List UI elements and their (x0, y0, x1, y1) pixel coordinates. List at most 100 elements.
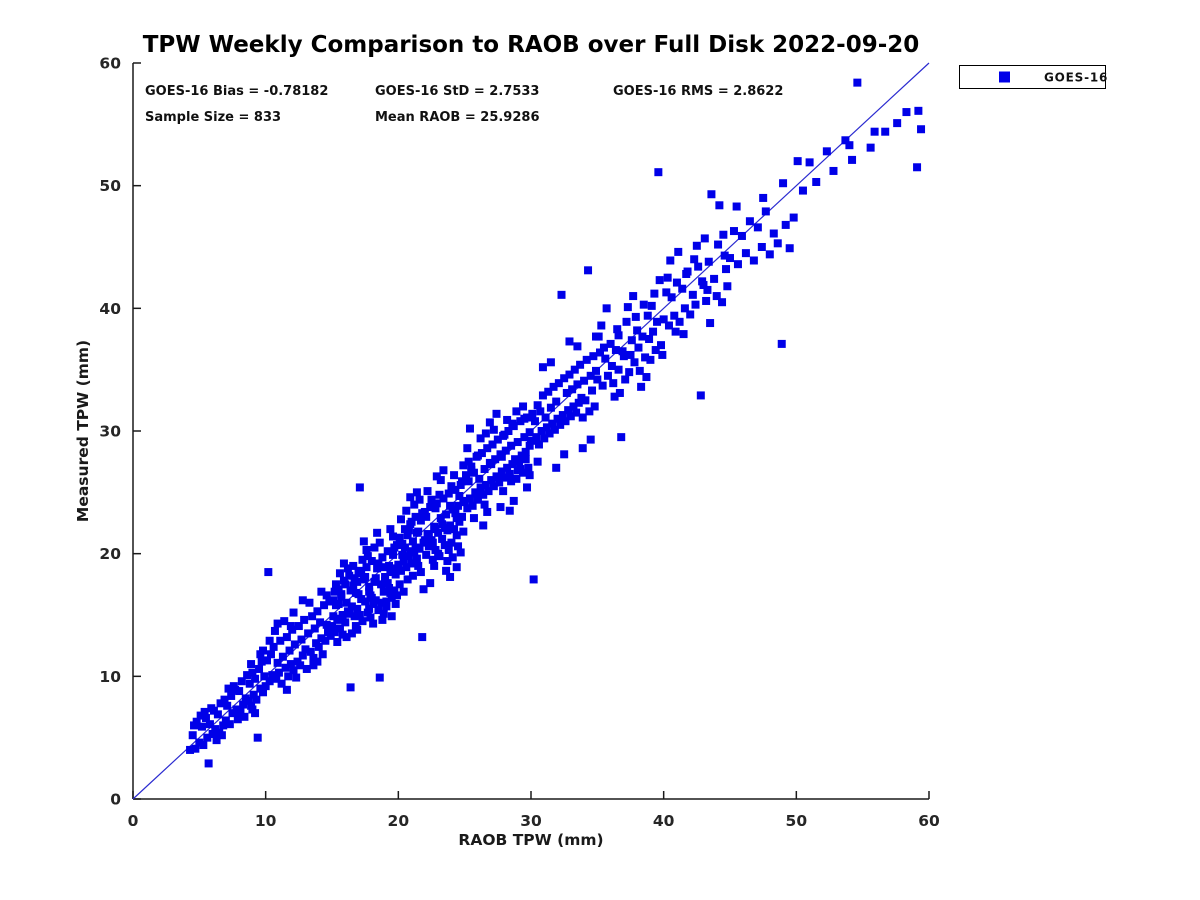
scatter-point (496, 503, 505, 512)
scatter-point (686, 310, 695, 319)
scatter-point (402, 563, 411, 572)
scatter-point (345, 571, 354, 580)
scatter-point (554, 379, 563, 388)
scatter-point (273, 658, 282, 667)
scatter-point (443, 557, 452, 566)
scatter-point (749, 256, 758, 265)
scatter-point (773, 239, 782, 248)
scatter-point (557, 290, 566, 299)
scatter-point (538, 363, 547, 372)
scatter-point (829, 166, 838, 175)
scatter-point (428, 538, 437, 547)
scatter-point (333, 637, 342, 646)
scatter-point (434, 549, 443, 558)
scatter-point (422, 512, 431, 521)
scatter-point (375, 538, 384, 547)
scatter-point (520, 414, 529, 423)
scatter-point (593, 375, 602, 384)
scatter-point (320, 601, 329, 610)
scatter-point (663, 273, 672, 282)
scatter-point (519, 402, 528, 411)
scatter-point (227, 691, 236, 700)
scatter-point (793, 157, 802, 166)
scatter-point (355, 611, 364, 619)
scatter-point (274, 668, 283, 677)
scatter-point (706, 319, 715, 328)
scatter-point (199, 741, 208, 750)
scatter-point (375, 673, 384, 682)
scatter-point (204, 759, 213, 768)
scatter-point (712, 292, 721, 301)
scatter-point (733, 260, 742, 269)
scatter-point (546, 358, 555, 367)
scatter-point (346, 683, 355, 692)
scatter-point (622, 317, 631, 326)
scatter-point (406, 493, 415, 502)
stat-mean-raob: Mean RAOB = 25.9286 (375, 110, 540, 125)
scatter-point (913, 163, 922, 172)
scatter-point (585, 407, 594, 416)
scatter-point (460, 498, 469, 507)
scatter-point (659, 315, 668, 324)
scatter-point (420, 536, 429, 545)
scatter-point (354, 590, 363, 599)
scatter-point (260, 672, 269, 681)
scatter-point (641, 353, 650, 362)
scatter-point (637, 382, 646, 391)
scatter-point (638, 332, 647, 341)
scatter-point (252, 695, 261, 704)
scatter-point (225, 720, 234, 729)
scatter-point (609, 379, 618, 388)
scatter-point (452, 514, 461, 523)
scatter-point (452, 531, 461, 540)
scatter-point (369, 619, 378, 628)
scatter-point (469, 514, 478, 523)
scatter-point (329, 612, 338, 621)
scatter-point (627, 336, 636, 345)
scatter-point (363, 552, 372, 561)
scatter-point (707, 190, 716, 199)
scatter-point (379, 609, 388, 618)
scatter-point (361, 597, 370, 606)
scatter-point (262, 656, 271, 665)
scatter-point (407, 517, 416, 526)
x-axis-label: RAOB TPW (mm) (458, 831, 603, 849)
scatter-point (565, 337, 574, 346)
scatter-point (396, 515, 405, 524)
scatter-point (385, 561, 394, 570)
scatter-point (264, 568, 273, 577)
scatter-point (472, 489, 481, 498)
scatter-point (528, 409, 537, 418)
scatter-point (541, 413, 550, 422)
scatter-point (444, 489, 453, 498)
scatter-point (723, 282, 732, 291)
scatter-point (487, 476, 496, 485)
scatter-point (439, 466, 448, 475)
x-tick-label: 10 (255, 812, 277, 830)
scatter-point (691, 300, 700, 309)
scatter-point (205, 720, 214, 729)
scatter-point (289, 608, 298, 617)
scatter-point (488, 440, 497, 449)
scatter-point (572, 408, 581, 417)
scatter-point (367, 557, 376, 566)
scatter-point (841, 136, 850, 145)
scatter-point (399, 587, 408, 596)
scatter-point (231, 685, 240, 694)
scatter-point (280, 617, 289, 626)
scatter-point (261, 682, 270, 691)
scatter-point (607, 361, 616, 370)
stat-rms: GOES-16 RMS = 2.8622 (613, 84, 783, 99)
scatter-point (881, 127, 890, 136)
scatter-point (566, 412, 575, 421)
scatter-point (481, 480, 490, 489)
scatter-point (353, 577, 362, 586)
scatter-point (540, 434, 549, 443)
scatter-point (629, 292, 638, 301)
scatter-point (298, 596, 307, 605)
scatter-point (761, 207, 770, 216)
scatter-point (442, 566, 451, 575)
scatter-point (426, 579, 435, 588)
scatter-point (542, 423, 551, 432)
